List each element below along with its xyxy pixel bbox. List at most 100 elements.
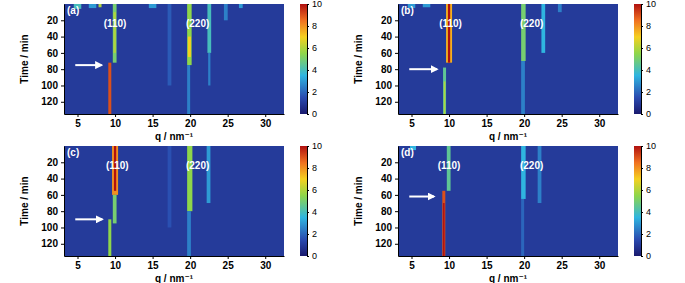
colorbar-axis-line <box>641 5 642 115</box>
heat-cell <box>99 4 102 7</box>
x-tick: 10 <box>444 114 456 129</box>
colorbar-tick: 8 <box>307 163 317 173</box>
colorbar-tick-mark <box>641 26 643 27</box>
panel-title: (d) <box>401 147 414 158</box>
y-axis-line <box>398 5 399 115</box>
colorbar-tick: 4 <box>641 65 651 75</box>
colorbar-axis: 0246810 <box>307 141 322 261</box>
y-tick: 40 <box>381 173 398 184</box>
y-tick-label: 40 <box>47 31 59 42</box>
x-tick-mark <box>153 114 154 117</box>
colorbar-tick-mark <box>641 48 643 49</box>
y-tick-mark <box>61 162 64 163</box>
y-axis-line <box>64 5 65 115</box>
x-tick-label: 30 <box>594 260 606 271</box>
y-axis: 20406080100120 <box>375 5 398 115</box>
x-tick: 25 <box>557 114 569 129</box>
x-tick-label: 5 <box>409 118 415 129</box>
heat-cell <box>149 4 157 8</box>
y-tick: 40 <box>47 173 64 184</box>
heat-cell <box>208 53 210 86</box>
heat-cell <box>188 37 191 57</box>
y-tick-label: 100 <box>41 80 58 91</box>
x-axis-title: q / nm⁻¹ <box>489 273 528 283</box>
heatmap <box>398 4 618 114</box>
x-tick: 25 <box>223 114 235 129</box>
x-axis-title: q / nm⁻¹ <box>155 273 194 283</box>
x-tick: 5 <box>409 256 415 271</box>
colorbar-axis: 0246810 <box>307 0 322 119</box>
y-tick: 120 <box>41 96 64 107</box>
y-tick: 20 <box>47 15 64 26</box>
y-tick: 20 <box>47 157 64 168</box>
colorbar-tick: 2 <box>307 87 317 97</box>
colorbar-tick-label: 4 <box>312 207 317 217</box>
y-tick: 40 <box>381 31 398 42</box>
arrow <box>75 64 101 66</box>
y-tick: 120 <box>375 96 398 107</box>
x-tick: 20 <box>185 256 197 271</box>
colorbar-tick: 0 <box>641 251 651 261</box>
x-tick-mark <box>115 256 116 259</box>
peak-label: (110) <box>438 160 461 171</box>
x-tick: 10 <box>110 114 122 129</box>
x-tick: 15 <box>482 256 494 271</box>
y-tick-mark <box>61 211 64 212</box>
x-axis-title: q / nm⁻¹ <box>489 131 528 142</box>
colorbar-tick: 0 <box>307 109 317 119</box>
colorbar-tick-label: 6 <box>312 43 317 53</box>
x-tick-label: 10 <box>444 118 456 129</box>
colorbar-tick-label: 10 <box>312 0 322 9</box>
y-tick-mark <box>395 102 398 103</box>
y-tick-mark <box>61 244 64 245</box>
x-tick-label: 30 <box>260 260 272 271</box>
colorbar-tick-mark <box>641 234 643 235</box>
y-axis-title: Time / min <box>19 34 30 83</box>
colorbar-tick-label: 4 <box>646 65 651 75</box>
colorbar-tick-label: 6 <box>646 43 651 53</box>
heat-cell <box>187 146 192 211</box>
y-tick-label: 120 <box>375 96 392 107</box>
colorbar-tick-mark <box>641 4 643 5</box>
y-axis-line <box>398 147 399 257</box>
x-tick-label: 10 <box>110 260 122 271</box>
colorbar-tick-label: 2 <box>646 87 651 97</box>
panel: (110)(220)(a)5101520253020406080100120q … <box>19 0 322 142</box>
colorbar-tick-mark <box>641 114 643 115</box>
arrow <box>75 218 102 220</box>
y-tick-mark <box>61 85 64 86</box>
colorbar-tick-mark <box>307 168 309 169</box>
y-tick: 80 <box>47 64 64 75</box>
x-tick-mark <box>562 114 563 117</box>
colorbar-tick-mark <box>307 212 309 213</box>
colorbar-tick-mark <box>307 70 309 71</box>
x-tick-label: 20 <box>519 118 531 129</box>
heat-cell <box>64 146 284 256</box>
x-tick: 25 <box>223 256 235 271</box>
x-tick: 15 <box>148 114 160 129</box>
y-tick-label: 60 <box>47 48 59 59</box>
heatmap <box>398 146 618 256</box>
colorbar-tick: 0 <box>641 109 651 119</box>
heat-cell <box>113 195 117 224</box>
y-tick-label: 20 <box>47 15 59 26</box>
x-tick-mark <box>115 114 116 117</box>
y-tick-label: 40 <box>381 31 393 42</box>
x-tick-label: 10 <box>444 260 456 271</box>
y-tick: 120 <box>41 238 64 249</box>
colorbar-tick-label: 8 <box>312 163 317 173</box>
x-tick-label: 20 <box>185 118 197 129</box>
x-tick: 30 <box>260 256 272 271</box>
colorbar-tick-label: 4 <box>646 207 651 217</box>
colorbar: 0246810 <box>300 0 322 119</box>
x-tick-mark <box>449 114 450 117</box>
colorbar-scale <box>300 4 307 114</box>
x-tick-label: 25 <box>557 118 569 129</box>
y-tick-mark <box>395 227 398 228</box>
x-tick-mark <box>524 114 525 117</box>
colorbar-axis-line <box>307 5 308 115</box>
heatmap <box>64 146 284 256</box>
y-tick: 20 <box>381 157 398 168</box>
y-tick-label: 20 <box>381 157 393 168</box>
panel: (110)(220)(b)5101520253020406080100120q … <box>353 0 656 142</box>
